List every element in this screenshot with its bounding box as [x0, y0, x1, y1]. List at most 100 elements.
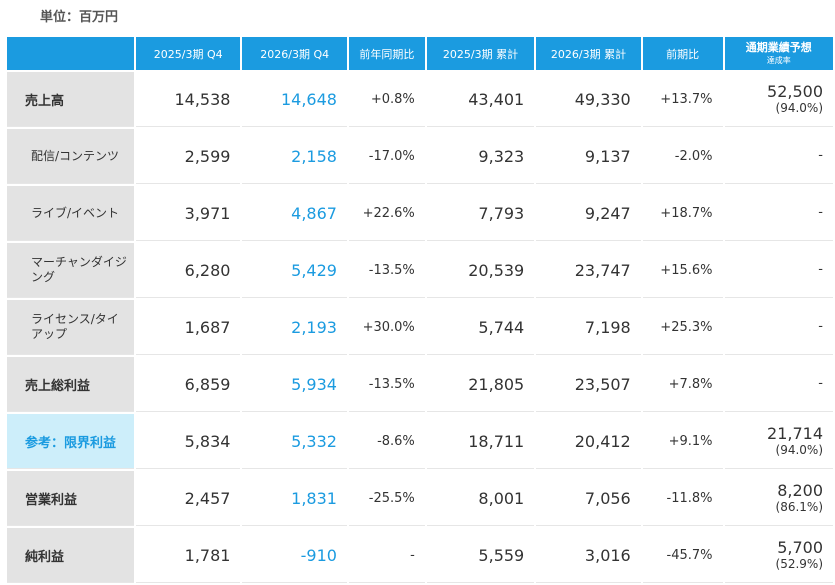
cell-cum-prev: 7,793: [426, 186, 535, 241]
forecast-value: 8,200: [777, 480, 823, 500]
row-label: 売上高: [7, 72, 134, 127]
forecast-value: 21,714: [767, 423, 823, 443]
cell-cum-change: +25.3%: [642, 300, 723, 355]
cell-cum-prev: 9,323: [426, 129, 535, 184]
cell-yoy: -17.0%: [348, 129, 425, 184]
cell-q4-prev: 1,781: [135, 528, 241, 583]
cell-cum-change: -45.7%: [642, 528, 723, 583]
table-row: 配信/コンテンツ 2,599 2,158 -17.0% 9,323 9,137 -2.0% -: [7, 129, 833, 184]
cell-cum-change: -2.0%: [642, 129, 723, 184]
table-row: 売上総利益 6,859 5,934 -13.5% 21,805 23,507 +7.8% -: [7, 357, 833, 412]
cell-q4-prev: 6,859: [135, 357, 241, 412]
table-row: ライブ/イベント 3,971 4,867 +22.6% 7,793 9,247 +18.7%…: [7, 186, 833, 241]
table-row: 営業利益 2,457 1,831 -25.5% 8,001 7,056 -11.8% 8,20…: [7, 471, 833, 526]
cell-q4-prev: 2,599: [135, 129, 241, 184]
cell-yoy: +30.0%: [348, 300, 425, 355]
cell-q4-prev: 5,834: [135, 414, 241, 469]
cell-cum-prev: 5,744: [426, 300, 535, 355]
header-forecast-title: 通期業績予想: [745, 40, 812, 54]
cell-cum-prev: 5,559: [426, 528, 535, 583]
forecast-value: -: [818, 376, 823, 391]
table-row: 純利益 1,781 -910-5,559 3,016 -45.7% 5,700 (52.9%…: [7, 528, 833, 583]
table-row: マーチャンダイジング 6,280 5,429 -13.5% 20,539 23,747 +1…: [7, 243, 833, 298]
header-q4-cur: 2026/3期 Q4: [242, 37, 347, 70]
forecast-value: -: [818, 262, 823, 277]
cell-q4-cur: 2,193: [242, 300, 347, 355]
unit-label: 単位：百万円: [40, 10, 119, 25]
table-row: 参考：限界利益 5,834 5,332 -8.6% 18,711 20,412 +9.1% 2…: [7, 414, 833, 469]
forecast-value: -: [818, 148, 823, 163]
row-label: 営業利益: [7, 471, 134, 526]
row-label: 売上総利益: [7, 357, 134, 412]
cell-cum-prev: 20,539: [426, 243, 535, 298]
cell-cum-cur: 3,016: [536, 528, 641, 583]
row-label: マーチャンダイジング: [7, 243, 134, 298]
cell-forecast: 8,200 (86.1%): [724, 471, 833, 526]
cell-q4-cur: 5,934: [242, 357, 347, 412]
header-forecast: 通期業績予想 達成率: [724, 37, 833, 70]
cell-cum-prev: 21,805: [426, 357, 535, 412]
cell-cum-change: +9.1%: [642, 414, 723, 469]
cell-cum-cur: 7,056: [536, 471, 641, 526]
cell-cum-cur: 9,247: [536, 186, 641, 241]
row-label: ライセンス/タイアップ: [7, 300, 134, 355]
cell-yoy: -13.5%: [348, 243, 425, 298]
cell-yoy: +22.6%: [348, 186, 425, 241]
header-row: 2025/3期 Q4 2026/3期 Q4 前年同期比 2025/3期 累計 2…: [7, 37, 833, 70]
cell-cum-prev: 18,711: [426, 414, 535, 469]
cell-yoy: +0.8%: [348, 72, 425, 127]
cell-q4-prev: 1,687: [135, 300, 241, 355]
cell-cum-cur: 23,507: [536, 357, 641, 412]
header-q4-prev: 2025/3期 Q4: [135, 37, 241, 70]
cell-cum-change: -11.8%: [642, 471, 723, 526]
header-blank: [7, 37, 134, 70]
forecast-value: -: [818, 205, 823, 220]
cell-cum-cur: 7,198: [536, 300, 641, 355]
forecast-achievement-rate: (94.0%): [775, 442, 823, 457]
header-cum-change: 前期比: [642, 37, 723, 70]
cell-forecast: -: [724, 300, 833, 355]
cell-q4-cur: 5,429: [242, 243, 347, 298]
cell-q4-cur: 1,831: [242, 471, 347, 526]
cell-q4-cur: 4,867: [242, 186, 347, 241]
cell-cum-change: +7.8%: [642, 357, 723, 412]
header-forecast-sub: 達成率: [766, 55, 791, 65]
cell-forecast: -: [724, 186, 833, 241]
forecast-achievement-rate: (86.1%): [775, 499, 823, 514]
forecast-achievement-rate: (94.0%): [775, 100, 823, 115]
table-row: ライセンス/タイアップ 1,687 2,193 +30.0% 5,744 7,198 +25…: [7, 300, 833, 355]
cell-q4-cur: -910: [242, 528, 347, 583]
cell-yoy: -8.6%: [348, 414, 425, 469]
cell-cum-cur: 9,137: [536, 129, 641, 184]
cell-q4-prev: 14,538: [135, 72, 241, 127]
cell-forecast: -: [724, 243, 833, 298]
cell-q4-cur: 2,158: [242, 129, 347, 184]
forecast-value: 5,700: [777, 537, 823, 557]
row-label: ライブ/イベント: [7, 186, 134, 241]
cell-forecast: 52,500 (94.0%): [724, 72, 833, 127]
cell-cum-cur: 49,330: [536, 72, 641, 127]
cell-forecast: 5,700 (52.9%): [724, 528, 833, 583]
cell-yoy: -25.5%: [348, 471, 425, 526]
header-yoy: 前年同期比: [348, 37, 425, 70]
cell-cum-prev: 43,401: [426, 72, 535, 127]
cell-cum-change: +15.6%: [642, 243, 723, 298]
row-label: 参考：限界利益: [7, 414, 134, 469]
table-row: 売上高 14,538 14,648 +0.8% 43,401 49,330 +13.7% 52…: [7, 72, 833, 127]
forecast-value: -: [818, 319, 823, 334]
header-cum-cur: 2026/3期 累計: [536, 37, 641, 70]
cell-cum-change: +18.7%: [642, 186, 723, 241]
cell-q4-cur: 5,332: [242, 414, 347, 469]
cell-q4-cur: 14,648: [242, 72, 347, 127]
row-label: 配信/コンテンツ: [7, 129, 134, 184]
cell-q4-prev: 3,971: [135, 186, 241, 241]
row-label: 純利益: [7, 528, 134, 583]
forecast-achievement-rate: (52.9%): [775, 556, 823, 571]
cell-q4-prev: 2,457: [135, 471, 241, 526]
cell-yoy: -13.5%: [348, 357, 425, 412]
forecast-value: 52,500: [767, 81, 823, 101]
financial-table: 2025/3期 Q4 2026/3期 Q4 前年同期比 2025/3期 累計 2…: [5, 35, 835, 585]
header-cum-prev: 2025/3期 累計: [426, 37, 535, 70]
cell-q4-prev: 6,280: [135, 243, 241, 298]
cell-yoy: -: [348, 528, 425, 583]
